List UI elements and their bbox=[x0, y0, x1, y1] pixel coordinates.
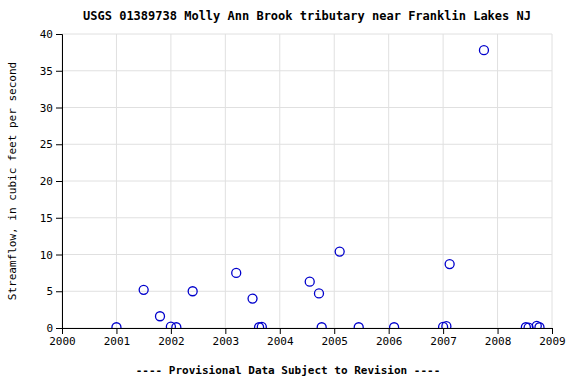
tick: 2009 bbox=[539, 328, 566, 348]
tick-mark bbox=[56, 255, 62, 256]
point bbox=[314, 289, 323, 298]
tick: 2003 bbox=[213, 328, 240, 348]
tick-label: 2009 bbox=[539, 335, 566, 348]
point bbox=[479, 46, 488, 55]
tick: 2004 bbox=[267, 328, 294, 348]
point bbox=[445, 260, 454, 269]
grid-line bbox=[62, 217, 552, 218]
tick-mark bbox=[225, 328, 226, 334]
tick: 40 bbox=[40, 28, 62, 41]
tick-mark bbox=[116, 328, 117, 334]
point bbox=[112, 323, 121, 328]
tick-label: 40 bbox=[40, 28, 53, 41]
point bbox=[257, 322, 266, 328]
point bbox=[354, 323, 363, 328]
tick-mark bbox=[334, 328, 335, 334]
tick: 2002 bbox=[158, 328, 185, 348]
tick-label: 25 bbox=[40, 138, 53, 151]
tick-label: 2006 bbox=[376, 335, 403, 348]
grid-line bbox=[62, 181, 552, 182]
grid-line bbox=[62, 107, 552, 108]
tick-mark bbox=[498, 328, 499, 334]
tick-label: 2007 bbox=[430, 335, 457, 348]
tick: 2008 bbox=[485, 328, 512, 348]
tick: 0 bbox=[46, 322, 62, 335]
tick-label: 2004 bbox=[267, 335, 294, 348]
tick-mark bbox=[56, 218, 62, 219]
point bbox=[156, 312, 165, 321]
tick-label: 2008 bbox=[485, 335, 512, 348]
point bbox=[390, 323, 399, 328]
point bbox=[248, 294, 257, 303]
axis-line bbox=[63, 329, 553, 335]
points bbox=[112, 46, 544, 328]
grid-line bbox=[62, 254, 552, 255]
tick: 2006 bbox=[376, 328, 403, 348]
tick-label: 15 bbox=[40, 212, 53, 225]
tick-label: 5 bbox=[46, 285, 53, 298]
point bbox=[139, 285, 148, 294]
tick-mark bbox=[171, 328, 172, 334]
tick: 2000 bbox=[49, 328, 76, 348]
tick-label: 2001 bbox=[104, 335, 131, 348]
tick: 20 bbox=[40, 175, 62, 188]
y-axis: 0 5 10 15 20 25 30 35 40 bbox=[40, 28, 63, 335]
footnote: ---- Provisional Data Subject to Revisio… bbox=[136, 364, 441, 377]
grid-line bbox=[62, 34, 552, 35]
tick-label: 2002 bbox=[158, 335, 185, 348]
tick: 25 bbox=[40, 138, 62, 151]
point bbox=[535, 323, 544, 328]
tick: 10 bbox=[40, 249, 62, 262]
tick: 2005 bbox=[321, 328, 348, 348]
point bbox=[172, 323, 181, 328]
point bbox=[305, 277, 314, 286]
grid-line bbox=[62, 70, 552, 71]
tick-label: 2005 bbox=[321, 335, 348, 348]
tick-label: 20 bbox=[40, 175, 53, 188]
x-axis: 2000 2001 2002 2003 2004 2005 2006 2007 2008 2009 bbox=[49, 328, 566, 348]
tick: 15 bbox=[40, 212, 62, 225]
tick-label: 35 bbox=[40, 65, 53, 78]
tick: 2001 bbox=[104, 328, 131, 348]
tick: 5 bbox=[46, 285, 62, 298]
tick: 2007 bbox=[430, 328, 457, 348]
tick-mark bbox=[280, 328, 281, 334]
tick-mark bbox=[56, 328, 62, 329]
point bbox=[317, 323, 326, 328]
tick-mark bbox=[56, 34, 62, 35]
tick-label: 30 bbox=[40, 102, 53, 115]
chart: 2000200120022003200420052006200720082009… bbox=[0, 0, 576, 384]
axis-line bbox=[56, 35, 63, 329]
tick: 30 bbox=[40, 102, 62, 115]
tick-mark bbox=[56, 144, 62, 145]
point bbox=[442, 322, 451, 328]
tick-mark bbox=[56, 108, 62, 109]
y-axis-title: Streamflow, in cubic feet per second bbox=[6, 62, 19, 300]
tick-mark bbox=[56, 71, 62, 72]
tick-mark bbox=[552, 328, 553, 334]
tick: 35 bbox=[40, 65, 62, 78]
tick-mark bbox=[443, 328, 444, 334]
grid-line bbox=[62, 144, 552, 145]
grid-line bbox=[62, 291, 552, 292]
tick-mark bbox=[389, 328, 390, 334]
tick-label: 10 bbox=[40, 249, 53, 262]
tick-mark bbox=[56, 291, 62, 292]
point bbox=[232, 268, 241, 277]
point bbox=[188, 287, 197, 296]
grid bbox=[62, 34, 552, 328]
tick-label: 2003 bbox=[213, 335, 240, 348]
plot: 2000200120022003200420052006200720082009… bbox=[40, 28, 566, 348]
tick-mark bbox=[56, 181, 62, 182]
title: USGS 01389738 Molly Ann Brook tributary … bbox=[83, 9, 531, 23]
tick-label: 2000 bbox=[49, 335, 76, 348]
point bbox=[335, 247, 344, 256]
tick-label: 0 bbox=[46, 322, 53, 335]
